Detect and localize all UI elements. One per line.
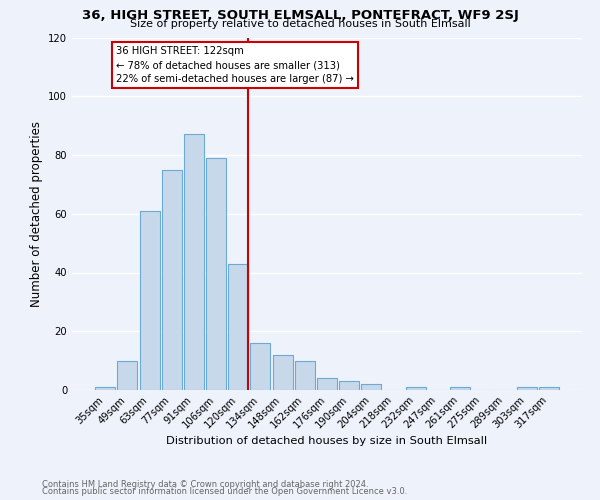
Bar [317, 378, 337, 390]
Bar [95, 387, 115, 390]
Bar [539, 387, 559, 390]
Bar [206, 158, 226, 390]
Bar [295, 360, 315, 390]
Bar [406, 387, 426, 390]
Text: 36 HIGH STREET: 122sqm
← 78% of detached houses are smaller (313)
22% of semi-de: 36 HIGH STREET: 122sqm ← 78% of detached… [116, 46, 354, 84]
Text: Size of property relative to detached houses in South Elmsall: Size of property relative to detached ho… [130, 19, 470, 29]
Bar [272, 355, 293, 390]
X-axis label: Distribution of detached houses by size in South Elmsall: Distribution of detached houses by size … [166, 436, 488, 446]
Y-axis label: Number of detached properties: Number of detached properties [29, 120, 43, 306]
Text: Contains HM Land Registry data © Crown copyright and database right 2024.: Contains HM Land Registry data © Crown c… [42, 480, 368, 489]
Bar [361, 384, 382, 390]
Bar [162, 170, 182, 390]
Text: Contains public sector information licensed under the Open Government Licence v3: Contains public sector information licen… [42, 487, 407, 496]
Bar [339, 381, 359, 390]
Bar [228, 264, 248, 390]
Bar [118, 360, 137, 390]
Text: 36, HIGH STREET, SOUTH ELMSALL, PONTEFRACT, WF9 2SJ: 36, HIGH STREET, SOUTH ELMSALL, PONTEFRA… [82, 9, 518, 22]
Bar [450, 387, 470, 390]
Bar [517, 387, 536, 390]
Bar [250, 343, 271, 390]
Bar [184, 134, 204, 390]
Bar [140, 211, 160, 390]
